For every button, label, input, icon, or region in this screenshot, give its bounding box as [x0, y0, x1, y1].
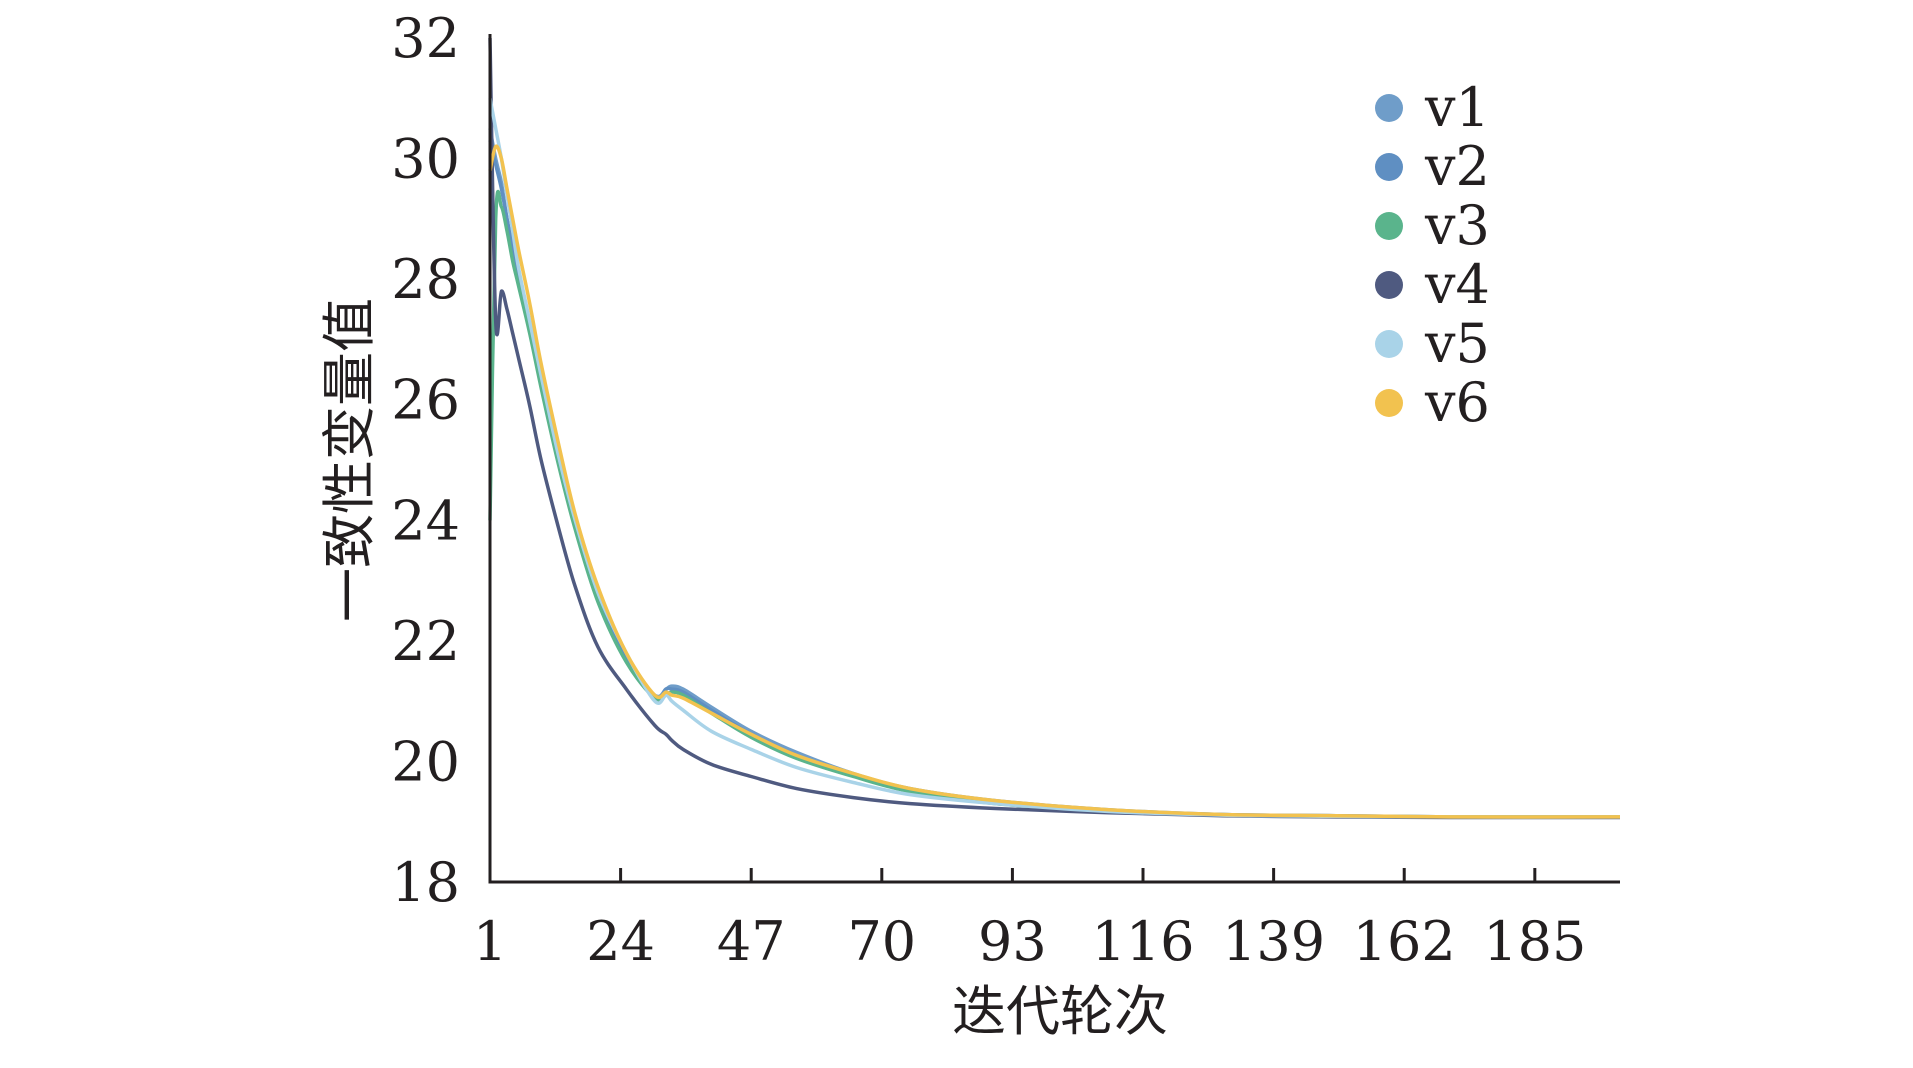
ticks: 1 24 47 70 93 116 139 162 185 18 20 22 24 26 28 30 32	[391, 7, 1586, 973]
axes	[488, 34, 1620, 884]
legend-label-v2: v2	[1424, 135, 1490, 198]
legend-label-v6: v6	[1424, 371, 1490, 434]
legend-label-v1: v1	[1424, 76, 1490, 139]
legend-marker-v4	[1375, 271, 1403, 299]
x-tick-label: 24	[586, 910, 655, 973]
series-line-v6	[488, 144, 1621, 819]
legend-marker-v2	[1375, 153, 1403, 181]
x-tick-label: 116	[1091, 910, 1194, 973]
x-axis-title: 迭代轮次	[952, 980, 1168, 1043]
x-tick-label: 162	[1353, 910, 1456, 973]
x-tick-label: 139	[1222, 910, 1325, 973]
x-tick-label: 47	[717, 910, 786, 973]
legend-marker-v6	[1375, 389, 1403, 417]
y-tick-label: 30	[391, 128, 460, 191]
legend-label-v4: v4	[1424, 253, 1490, 316]
x-tick-label: 1	[473, 910, 507, 973]
legend-label-v3: v3	[1424, 194, 1490, 257]
y-tick-label: 32	[391, 7, 460, 70]
series-layer	[488, 37, 1621, 820]
y-tick-label: 28	[391, 248, 460, 311]
x-tick-label: 93	[978, 910, 1047, 973]
y-tick-label: 18	[391, 851, 460, 914]
y-tick-label: 20	[391, 730, 460, 793]
legend-label-v5: v5	[1424, 312, 1490, 375]
y-tick-label: 26	[391, 369, 460, 432]
y-axis-title: 一致性变量值	[318, 298, 381, 622]
legend-marker-v3	[1375, 212, 1403, 240]
x-tick-label: 70	[847, 910, 916, 973]
y-tick-label: 24	[391, 489, 460, 552]
y-tick-label: 22	[391, 610, 460, 673]
legend-marker-v5	[1375, 330, 1403, 358]
legend-marker-v1	[1375, 94, 1403, 122]
x-tick-label: 185	[1483, 910, 1586, 973]
